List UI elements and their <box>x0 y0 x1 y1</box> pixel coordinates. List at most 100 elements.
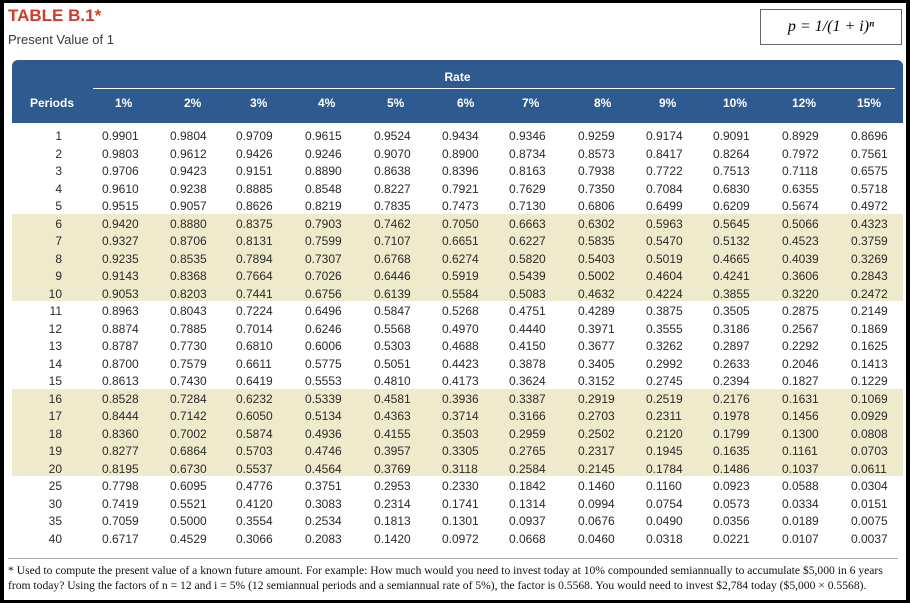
value-cell: 0.5303 <box>374 339 411 353</box>
value-cell: 0.7014 <box>236 321 273 336</box>
period-cell: 5 <box>55 199 62 213</box>
value-cell: 0.9091 <box>713 129 750 143</box>
value-cell: 0.5919 <box>442 269 479 283</box>
value-cell: 0.4039 <box>782 251 819 266</box>
value-cell: 0.4564 <box>305 461 342 476</box>
value-cell: 0.5066 <box>782 216 819 231</box>
value-cell: 0.8444 <box>102 409 139 423</box>
value-cell: 0.3714 <box>442 409 479 423</box>
value-cell: 0.8734 <box>509 146 546 161</box>
value-cell: 0.5835 <box>578 234 615 248</box>
value-cell: 0.6830 <box>713 181 750 196</box>
value-cell: 0.6575 <box>851 164 888 178</box>
row-group-band <box>12 388 903 476</box>
value-cell: 0.5874 <box>236 426 273 441</box>
value-cell: 0.3769 <box>374 461 411 476</box>
value-cell: 0.5963 <box>646 216 683 231</box>
value-cell: 0.4936 <box>305 426 342 441</box>
value-cell: 0.2567 <box>782 321 819 336</box>
value-cell: 0.8700 <box>102 356 139 371</box>
value-cell: 0.3878 <box>509 356 546 371</box>
value-cell: 0.7224 <box>236 304 273 318</box>
value-cell: 0.9420 <box>102 216 139 231</box>
value-cell: 0.8219 <box>305 199 342 213</box>
value-cell: 0.6756 <box>305 286 342 301</box>
value-cell: 0.2745 <box>646 374 683 388</box>
value-cell: 0.4363 <box>374 409 411 423</box>
value-cell: 0.2046 <box>782 356 819 371</box>
value-cell: 0.4241 <box>713 269 750 283</box>
rate-header: 10% <box>723 96 748 110</box>
periods-header: Periods <box>30 96 75 110</box>
period-cell: 17 <box>48 409 62 423</box>
value-cell: 0.9803 <box>102 146 139 161</box>
value-cell: 0.3855 <box>713 286 750 301</box>
value-cell: 0.8360 <box>102 426 139 441</box>
value-cell: 0.2843 <box>851 269 888 283</box>
value-cell: 0.4632 <box>578 286 615 301</box>
value-cell: 0.7903 <box>305 216 342 231</box>
value-cell: 0.1161 <box>782 444 818 458</box>
value-cell: 0.8368 <box>170 269 207 283</box>
value-cell: 0.5537 <box>236 461 273 476</box>
value-cell: 0.5002 <box>578 269 615 283</box>
value-cell: 0.2083 <box>305 531 342 546</box>
value-cell: 0.4581 <box>374 391 411 406</box>
value-cell: 0.6499 <box>646 199 683 213</box>
value-cell: 0.8417 <box>646 146 683 161</box>
value-cell: 0.8638 <box>374 164 411 178</box>
value-cell: 0.8227 <box>374 181 411 196</box>
value-cell: 0.7462 <box>374 216 411 231</box>
value-cell: 0.5134 <box>305 409 342 423</box>
period-cell: 25 <box>48 479 62 493</box>
value-cell: 0.9804 <box>170 129 207 143</box>
value-cell: 0.7350 <box>578 181 615 196</box>
value-cell: 0.7084 <box>646 181 683 196</box>
period-cell: 1 <box>55 129 62 143</box>
value-cell: 0.6611 <box>236 356 272 371</box>
value-cell: 0.4970 <box>442 321 479 336</box>
value-cell: 0.3624 <box>509 374 546 388</box>
value-cell: 0.1486 <box>713 461 750 476</box>
value-cell: 0.8396 <box>442 164 479 178</box>
value-cell: 0.7142 <box>170 409 207 423</box>
value-cell: 0.7938 <box>578 164 615 178</box>
value-cell: 0.5268 <box>442 304 479 318</box>
value-cell: 0.9057 <box>170 199 207 213</box>
table-row: 1 0.9901 0.9804 0.9709 0.9615 0.9524 0.9434 0.9… <box>12 128 903 145</box>
period-cell: 10 <box>48 286 62 301</box>
value-cell: 0.6730 <box>170 461 207 476</box>
value-cell: 0.8043 <box>170 304 207 318</box>
table-row: 5 0.9515 0.9057 0.8626 0.8219 0.7835 0.7473 0.7… <box>12 198 903 215</box>
period-cell: 13 <box>48 339 62 353</box>
table-row: 18 0.8360 0.7002 0.5874 0.4936 0.4155 0.3503 0.… <box>12 426 903 443</box>
value-cell: 0.4224 <box>646 286 683 301</box>
value-cell: 0.2875 <box>782 304 819 318</box>
value-cell: 0.7722 <box>646 164 683 178</box>
value-cell: 0.7599 <box>305 234 342 248</box>
value-cell: 0.8375 <box>236 216 273 231</box>
value-cell: 0.6446 <box>374 269 411 283</box>
value-cell: 0.4751 <box>509 304 546 318</box>
value-cell: 0.3269 <box>851 251 888 266</box>
footnote-divider <box>8 558 898 559</box>
value-cell: 0.5645 <box>713 216 750 231</box>
value-cell: 0.6232 <box>236 391 273 406</box>
value-cell: 0.3875 <box>646 304 683 318</box>
value-cell: 0.6209 <box>713 199 750 213</box>
value-cell: 0.3083 <box>305 496 342 511</box>
value-cell: 0.3305 <box>442 444 479 458</box>
value-cell: 0.9524 <box>374 129 411 143</box>
formula-box: p = 1/(1 + i)ⁿ <box>760 9 902 45</box>
value-cell: 0.1869 <box>851 321 888 336</box>
table-row: 13 0.8787 0.7730 0.6810 0.6006 0.5303 0.4688 0.… <box>12 338 903 355</box>
value-cell: 0.2317 <box>578 444 615 458</box>
table-subtitle: Present Value of 1 <box>8 32 114 47</box>
value-cell: 0.6246 <box>305 321 342 336</box>
value-cell: 0.1037 <box>782 461 819 476</box>
period-cell: 6 <box>55 216 62 231</box>
table-row: 19 0.8277 0.6864 0.5703 0.4746 0.3957 0.3305 0.… <box>12 443 903 460</box>
value-cell: 0.8528 <box>102 391 139 406</box>
value-cell: 0.8613 <box>102 374 139 388</box>
value-cell: 0.2519 <box>646 391 683 406</box>
